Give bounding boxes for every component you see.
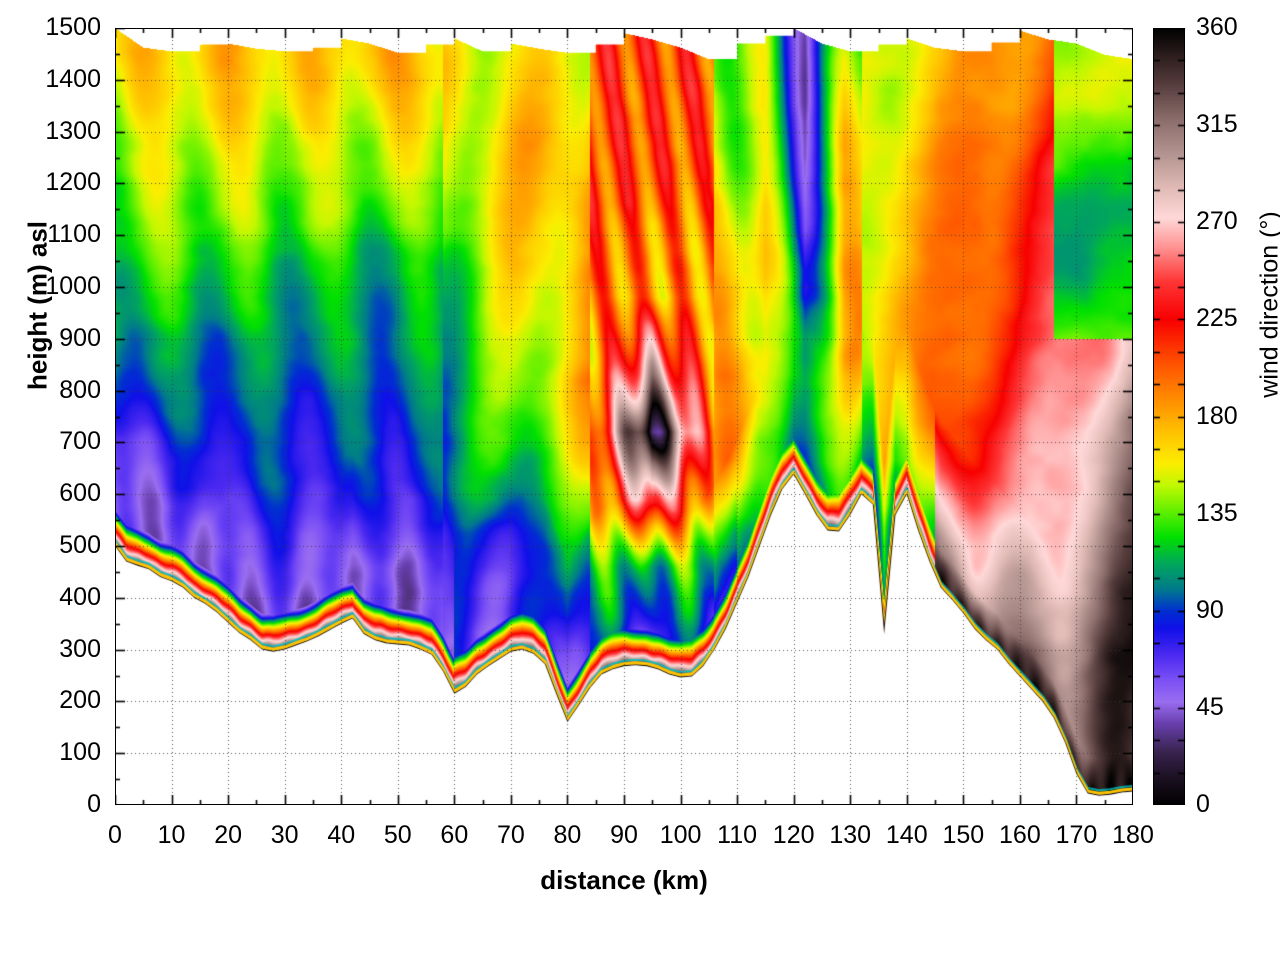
x-axis-tick-label: 80 — [553, 821, 582, 849]
x-axis-tick-label: 150 — [942, 821, 985, 849]
x-axis-tick-label: 30 — [270, 821, 299, 849]
x-axis-tick-label: 20 — [214, 821, 243, 849]
y-axis-tick-label: 600 — [59, 479, 101, 508]
y-axis-title: height (m) asl — [22, 221, 53, 391]
colorbar-tick-label: 90 — [1196, 595, 1224, 624]
colorbar-tick-label: 135 — [1196, 498, 1238, 527]
y-axis-tick-label: 1100 — [47, 220, 101, 249]
y-axis-tick-label: 500 — [59, 531, 101, 559]
y-axis-tick-label: 100 — [59, 738, 101, 767]
y-axis-tick-label: 1500 — [45, 13, 101, 41]
colorbar-tick-label: 45 — [1196, 692, 1224, 721]
x-axis-tick-label: 130 — [829, 821, 872, 849]
y-axis-tick-label: 400 — [59, 582, 101, 611]
heatmap-field — [115, 28, 1133, 805]
x-axis-tick-label: 50 — [383, 821, 412, 849]
colorbar-gradient — [1153, 28, 1185, 805]
colorbar-tick-label: 180 — [1196, 401, 1238, 430]
y-axis-tick-label: 200 — [59, 686, 101, 715]
colorbar-tick-label: 315 — [1196, 110, 1238, 139]
y-axis-tick-label: 1400 — [45, 64, 101, 93]
x-axis-tick-label: 40 — [327, 821, 356, 849]
y-axis-tick-label: 900 — [59, 323, 101, 352]
x-axis-tick-label: 70 — [496, 821, 525, 849]
y-axis-tick-label: 700 — [59, 427, 101, 456]
y-axis-tick-label: 0 — [87, 790, 101, 818]
y-axis-tick-label: 300 — [59, 634, 101, 663]
x-axis-tick-label: 160 — [999, 821, 1041, 849]
colorbar-tick-label: 225 — [1196, 304, 1238, 333]
x-axis-tick-label: 0 — [108, 821, 122, 849]
x-axis-tick-label: 100 — [659, 821, 702, 849]
x-axis-tick-label: 60 — [440, 821, 469, 849]
x-axis-tick-label: 180 — [1112, 821, 1154, 849]
y-axis-tick-label: 1000 — [45, 272, 101, 300]
y-axis-tick-label: 1300 — [45, 116, 101, 145]
colorbar-tick-label: 0 — [1196, 790, 1210, 818]
x-axis-title: distance (km) — [540, 865, 708, 895]
colorbar-tick-label: 270 — [1196, 207, 1238, 236]
colorbar-title: wind direction (°) — [1255, 211, 1280, 398]
x-axis-tick-label: 110 — [717, 821, 758, 849]
y-axis-tick-label: 800 — [59, 375, 101, 404]
x-axis-tick-label: 90 — [610, 821, 638, 849]
x-axis-tick-label: 140 — [885, 821, 928, 849]
x-axis-tick-label: 120 — [772, 821, 815, 849]
y-axis-tick-label: 1200 — [45, 168, 101, 197]
x-axis-tick-label: 170 — [1055, 821, 1098, 849]
x-axis-tick-label: 10 — [157, 821, 186, 849]
colorbar-tick-label: 360 — [1196, 13, 1238, 41]
